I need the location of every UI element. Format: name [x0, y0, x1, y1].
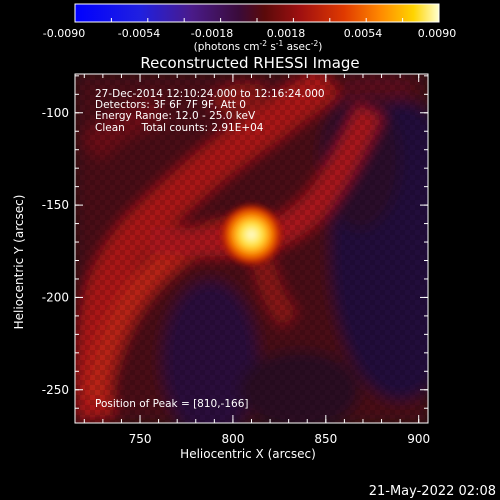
x-tick-label: 800 [221, 432, 244, 446]
colorbar-ticks [74, 18, 440, 22]
info-clean-counts: Clean Total counts: 2.91E+04 [95, 122, 264, 134]
info-time-range: 27-Dec-2014 12:10:24.000 to 12:16:24.000 [95, 88, 325, 100]
x-tick-label: 900 [407, 432, 430, 446]
info-energy-range: Energy Range: 12.0 - 25.0 keV [95, 110, 256, 122]
x-axis-ticks: 750 800 850 900 [83, 74, 430, 446]
x-tick-label: 850 [314, 432, 337, 446]
footer-date: 21-May-2022 02:08 [369, 484, 496, 499]
y-tick-label: -150 [42, 198, 69, 212]
colorbar-tick-label: -0.0054 [118, 27, 160, 40]
colorbar-tick-label: 0.0090 [418, 27, 457, 40]
x-tick-label: 750 [129, 432, 152, 446]
plot-title: Reconstructed RHESSI Image [140, 54, 359, 72]
y-tick-label: -200 [42, 290, 69, 304]
x-axis-label: Heliocentric X (arcsec) [180, 447, 316, 461]
colorbar: -0.0090 -0.0054 -0.0018 0.0018 0.0054 0.… [43, 3, 457, 53]
info-detectors: Detectors: 3F 6F 7F 9F, Att 0 [95, 99, 246, 111]
colorbar-tick-label: 0.0018 [267, 27, 306, 40]
colorbar-tick-label: -0.0018 [191, 27, 233, 40]
colorbar-unit-label: (photons cm-2 s-1 asec-2) [194, 39, 323, 53]
colorbar-tick-label: -0.0090 [43, 27, 85, 40]
y-axis-label: Heliocentric Y (arcsec) [12, 195, 26, 330]
flare-peak-source [219, 202, 284, 267]
y-tick-label: -100 [42, 106, 69, 120]
y-axis-ticks: -100 -150 -200 -250 [42, 75, 428, 409]
info-block: 27-Dec-2014 12:10:24.000 to 12:16:24.000… [95, 88, 325, 134]
colorbar-tick-label: 0.0054 [344, 27, 383, 40]
y-tick-label: -250 [42, 383, 69, 397]
peak-position-label: Position of Peak = [810,-166] [95, 398, 249, 410]
solar-image [75, 74, 428, 423]
